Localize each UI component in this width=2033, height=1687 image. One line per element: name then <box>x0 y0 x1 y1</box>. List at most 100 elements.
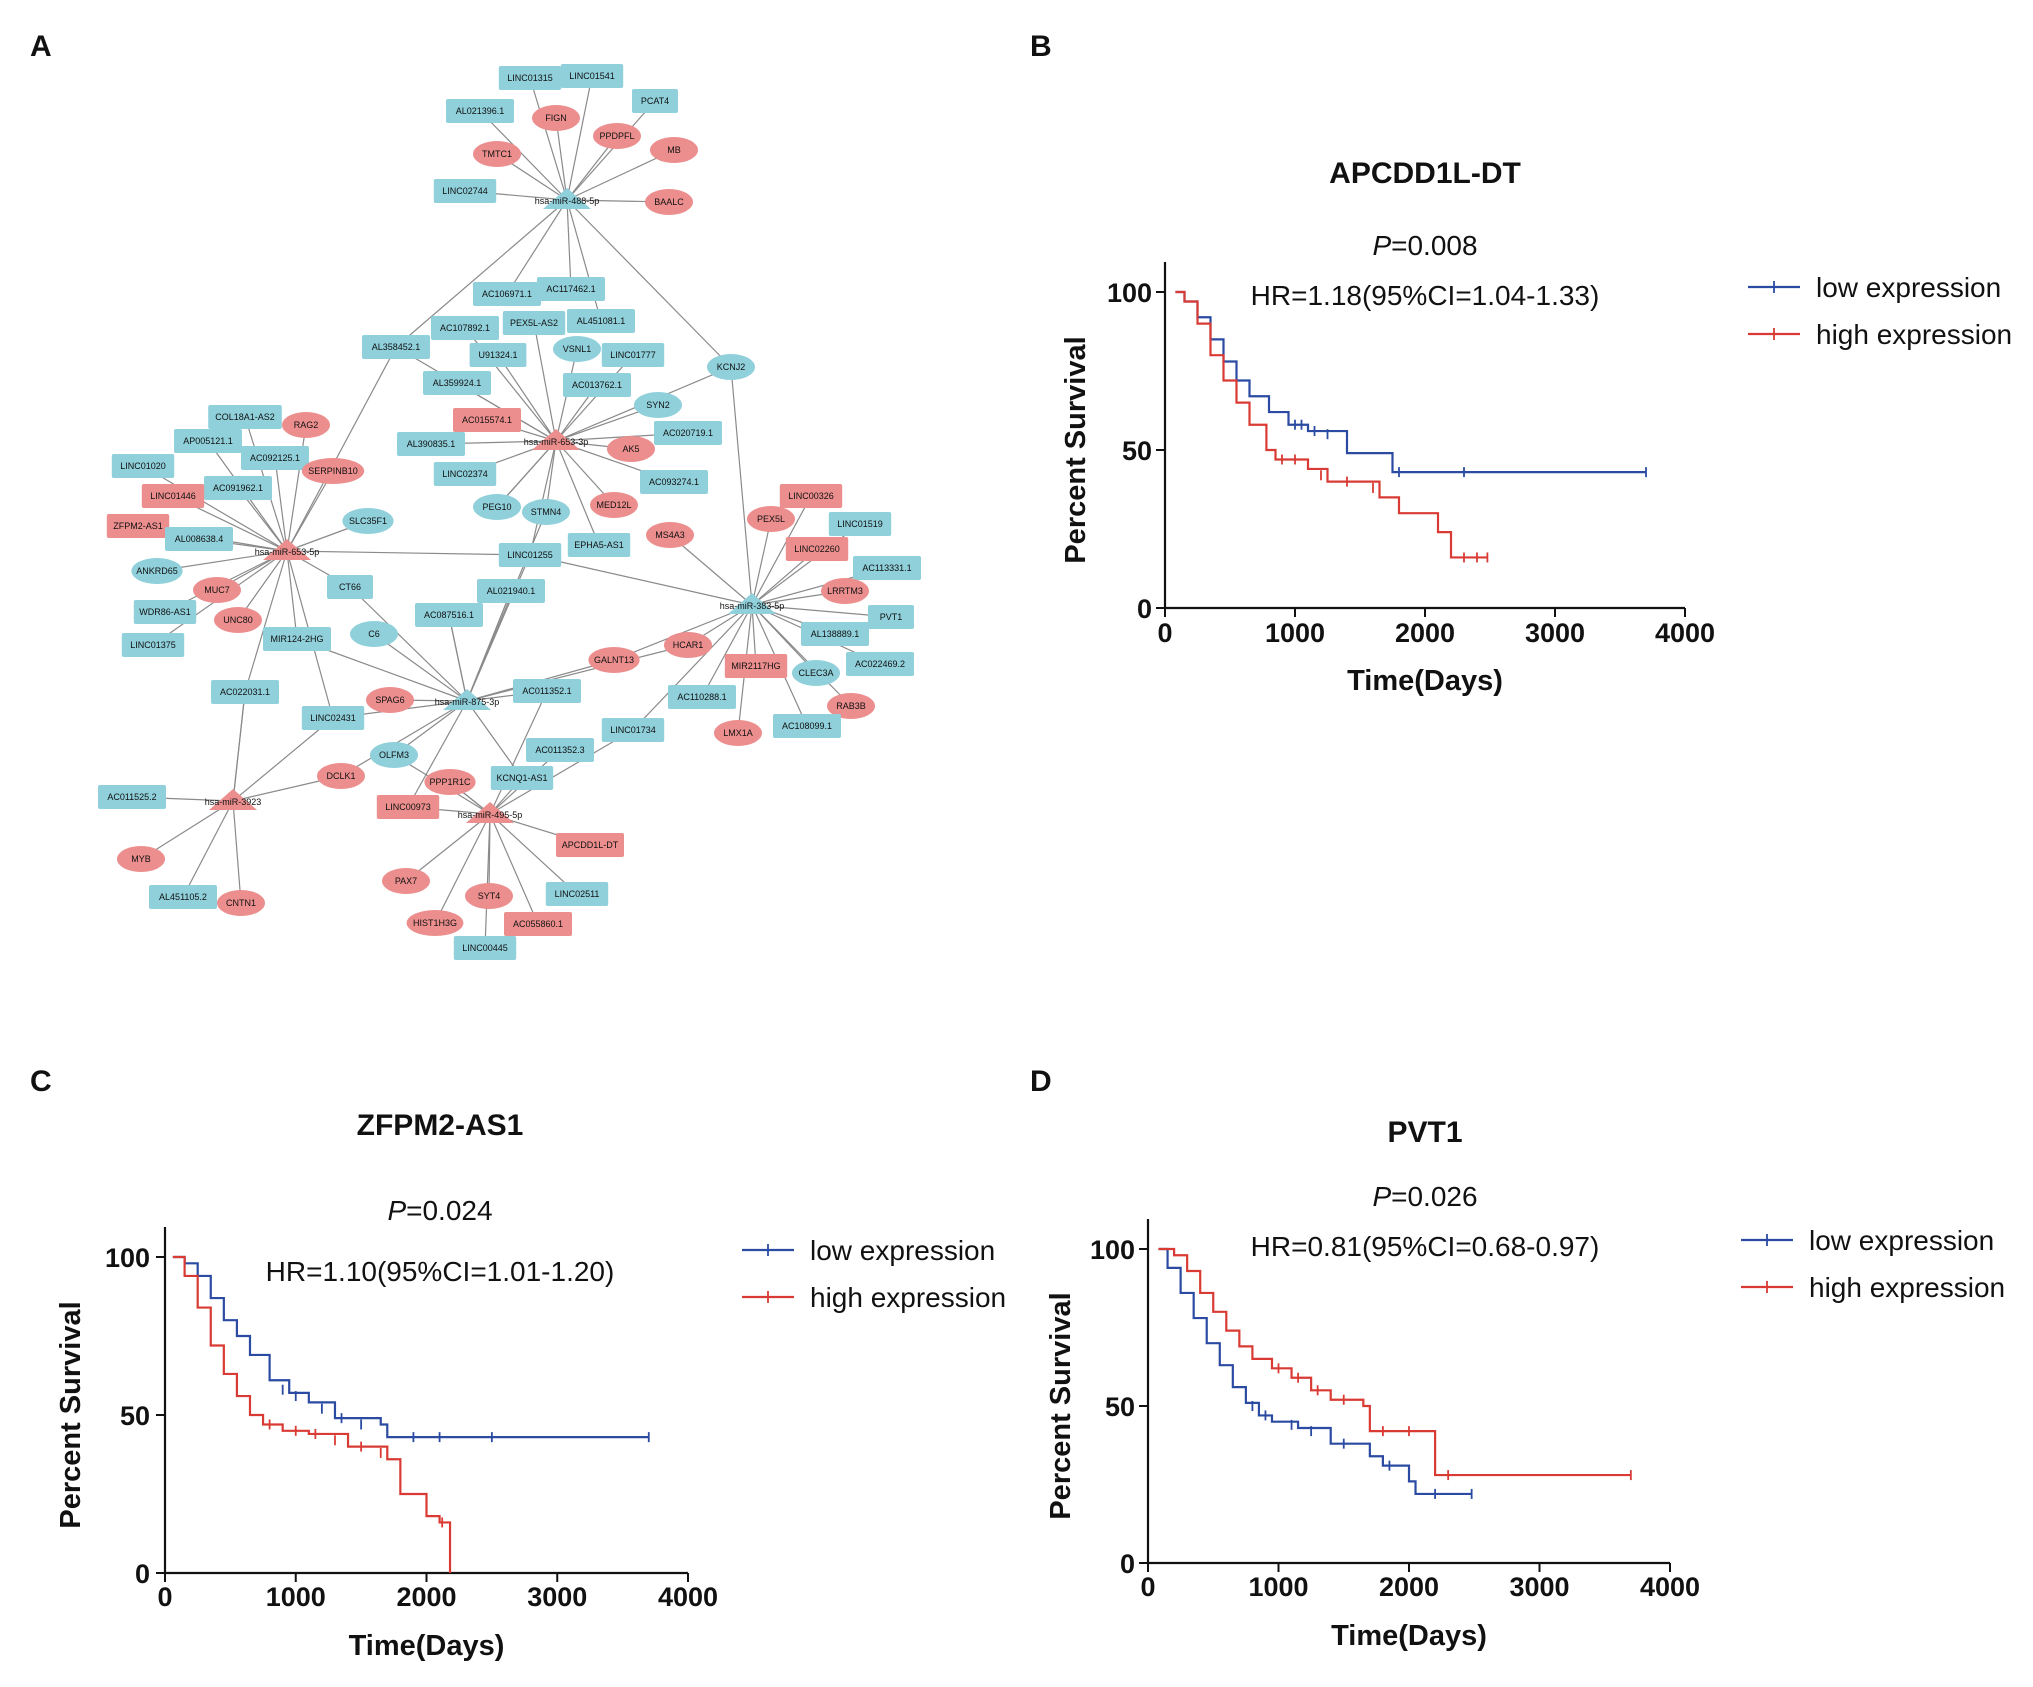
network-edge <box>566 199 732 368</box>
node-label: AP005121.1 <box>183 436 233 446</box>
panel-d-chart-title: PVT1 <box>1387 1116 1462 1149</box>
lncrna-node-ac011352-3 <box>526 738 594 762</box>
mirna-node-hsa-mir-495-5p <box>466 802 514 823</box>
lncrna-node-al451081-1 <box>567 309 635 333</box>
gene-node-unc80 <box>214 607 262 633</box>
gene-node-pex5l <box>747 506 795 532</box>
panel-c-curve-low-expression <box>172 1255 649 1439</box>
gene-node-ak5 <box>607 436 655 462</box>
gene-node-ankrd65 <box>131 558 183 584</box>
node-label: MIR2117HG <box>731 661 780 671</box>
node-label: LINC00445 <box>462 943 508 953</box>
network-edge <box>232 717 334 802</box>
network-edge <box>489 729 634 815</box>
node-label: PVT1 <box>880 612 903 622</box>
panel-d-hazard-ratio: HR=0.81(95%CI=0.68-0.97) <box>1251 1231 1600 1262</box>
gene-node-hist1h3g <box>406 910 464 936</box>
gene-node-myb <box>117 846 165 872</box>
lncrna-node-ac117462-1 <box>537 277 605 301</box>
node-label: hsa-miR-875-3p <box>435 697 500 707</box>
panel-b-legend-label-low-expression: low expression <box>1816 272 2001 303</box>
node-label: hsa-miR-3923 <box>205 797 262 807</box>
network-edge <box>730 366 753 606</box>
node-label: LINC01255 <box>507 550 553 560</box>
node-label: LINC01519 <box>837 519 883 529</box>
gene-node-clec3a <box>792 660 840 686</box>
panel-d-y-axis-label: Percent Survival <box>1045 1292 1077 1519</box>
node-label: LINC00326 <box>788 491 834 501</box>
network-edge <box>751 518 772 606</box>
lncrna-node-mir2117hg <box>724 654 788 678</box>
gene-node-lmx1a <box>714 720 762 746</box>
network-edge <box>497 354 557 442</box>
node-label: CNTN1 <box>226 898 256 908</box>
network-edge <box>669 534 753 606</box>
gene-node-syn2 <box>634 392 682 418</box>
panel-letter-b: B <box>1030 30 1052 63</box>
lncrna-node-ac107892-1 <box>431 316 499 340</box>
panel-b-x-tick-label: 4000 <box>1655 618 1715 648</box>
node-label: LINC02260 <box>794 544 840 554</box>
node-label: MB <box>667 145 681 155</box>
node-label: AC110288.1 <box>677 692 726 702</box>
panel-b-x-tick-label: 1000 <box>1265 618 1325 648</box>
network-edge <box>244 550 288 693</box>
node-label: AC020719.1 <box>663 428 713 438</box>
node-label: AC011525.2 <box>107 792 156 802</box>
network-edge <box>506 199 568 295</box>
lncrna-node-pex5l-as2 <box>502 311 566 335</box>
node-label: LINC01375 <box>130 640 176 650</box>
network-edge <box>751 604 852 707</box>
panel-b-y-axis-label: Percent Survival <box>1060 336 1092 563</box>
panel-d-x-tick-label: 1000 <box>1248 1572 1308 1602</box>
node-label: AC087516.1 <box>424 610 474 620</box>
gene-node-pax7 <box>382 868 430 894</box>
node-label: LINC02744 <box>442 186 488 196</box>
lncrna-node-ac106971-1 <box>473 282 541 306</box>
panel-c-x-tick-label: 3000 <box>527 1582 587 1612</box>
node-label: EPHA5-AS1 <box>574 540 624 550</box>
lncrna-node-linc01446 <box>141 484 205 508</box>
panel-d-curve-high-expression <box>1158 1247 1631 1477</box>
lncrna-node-ac055860-1 <box>504 912 572 936</box>
node-label: LINC01777 <box>610 350 656 360</box>
node-label: AC011352.3 <box>535 745 584 755</box>
network-edge <box>489 813 539 925</box>
gene-node-lrrtm3 <box>821 578 869 604</box>
network-edge <box>232 800 242 904</box>
panel-c-x-tick-label: 0 <box>157 1582 172 1612</box>
network-edge <box>529 554 753 606</box>
panel-letter-c: C <box>30 1065 52 1098</box>
node-label: AC022031.1 <box>220 687 270 697</box>
network-edge <box>529 440 557 556</box>
panel-b-legend-label-high-expression: high expression <box>1816 319 2012 350</box>
node-label: BAALC <box>654 197 684 207</box>
node-label: OLFM3 <box>379 750 409 760</box>
node-label: CLEC3A <box>798 668 833 678</box>
network-edge <box>555 440 600 546</box>
lncrna-node-kcnq1-as1 <box>490 766 554 790</box>
lncrna-node-ac091962-1 <box>204 476 272 500</box>
node-label: CT66 <box>339 582 361 592</box>
node-label: hsa-miR-383-5p <box>720 601 785 611</box>
node-label: APCDD1L-DT <box>562 840 619 850</box>
panel-b-x-tick-label: 2000 <box>1395 618 1455 648</box>
lncrna-node-pcat4 <box>632 89 678 113</box>
lncrna-node-linc01315 <box>498 66 562 90</box>
gene-node-muc7 <box>193 577 241 603</box>
mirna-node-hsa-mir-653-5p <box>263 539 311 560</box>
lncrna-node-al021396-1 <box>446 99 514 123</box>
node-label: LINC02511 <box>555 889 600 899</box>
lncrna-node-linc02374 <box>433 462 497 486</box>
node-label: AC117462.1 <box>546 284 595 294</box>
gene-node-spag6 <box>366 687 414 713</box>
panel-b-hazard-ratio: HR=1.18(95%CI=1.04-1.33) <box>1251 280 1600 311</box>
node-label: WDR86-AS1 <box>139 607 191 617</box>
node-label: TMTC1 <box>482 149 512 159</box>
gene-node-syt4 <box>465 883 513 909</box>
lncrna-node-al358452-1 <box>362 335 430 359</box>
lncrna-node-ac022031-1 <box>211 680 279 704</box>
lncrna-node-linc01519 <box>828 512 892 536</box>
node-label: GALNT13 <box>594 655 634 665</box>
gene-node-baalc <box>645 189 693 215</box>
